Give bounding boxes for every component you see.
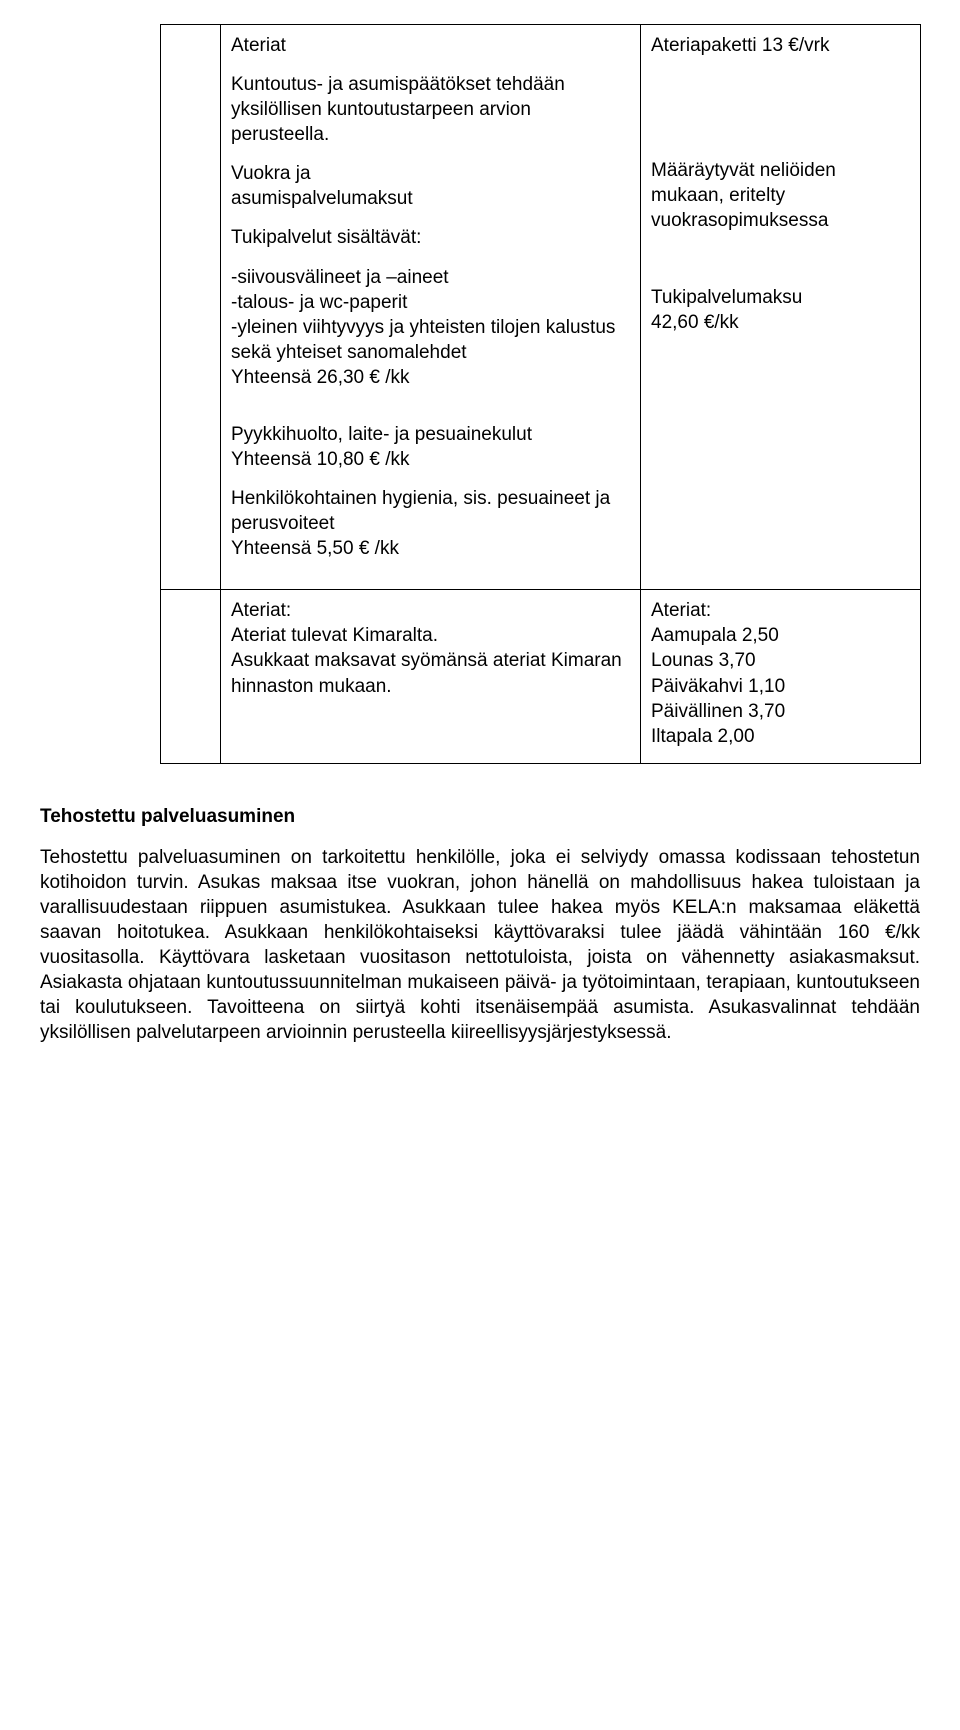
paragraph: Henkilökohtainen hygienia, sis. pesuaine… <box>231 486 630 536</box>
meals-mid-cell: Ateriat: Ateriat tulevat Kimaralta. Asuk… <box>221 590 641 763</box>
page: Ateriat Kuntoutus- ja asumispäätökset te… <box>0 0 960 1106</box>
paragraph: Tukipalvelut sisältävät: <box>231 225 630 250</box>
ateriat-heading: Ateriat: <box>651 598 910 623</box>
paragraph: Pyykkihuolto, laite- ja pesuainekulut <box>231 422 630 447</box>
paragraph: Määräytyvät neliöiden mukaan, eritelty v… <box>651 158 910 233</box>
total-line: Yhteensä 5,50 € /kk <box>231 536 630 561</box>
price-line: Tukipalvelumaksu <box>651 285 910 310</box>
total-line: Yhteensä 10,80 € /kk <box>231 447 630 472</box>
table-row: Ateriat Kuntoutus- ja asumispäätökset te… <box>161 25 921 590</box>
empty-cell <box>161 590 221 763</box>
paragraph: Ateriat tulevat Kimaralta. <box>231 623 630 648</box>
list-item: -siivousvälineet ja –aineet <box>231 265 630 290</box>
ateriat-label: Ateriat <box>231 33 630 58</box>
total-line: Yhteensä 26,30 € /kk <box>231 365 630 390</box>
price-line: Lounas 3,70 <box>651 648 910 673</box>
services-right-cell: Ateriapaketti 13 €/vrk Määräytyvät neliö… <box>641 25 921 590</box>
paragraph: Asukkaat maksavat syömänsä ateriat Kimar… <box>231 648 630 698</box>
price-line: Päivällinen 3,70 <box>651 699 910 724</box>
services-table: Ateriat Kuntoutus- ja asumispäätökset te… <box>160 24 921 764</box>
price-line: Ateriapaketti 13 €/vrk <box>651 33 910 58</box>
paragraph: Kuntoutus- ja asumispäätökset tehdään yk… <box>231 72 630 147</box>
table-row: Ateriat: Ateriat tulevat Kimaralta. Asuk… <box>161 590 921 763</box>
ateriat-heading: Ateriat: <box>231 598 630 623</box>
price-line: Aamupala 2,50 <box>651 623 910 648</box>
paragraph: Vuokra ja <box>231 161 630 186</box>
price-line: 42,60 €/kk <box>651 310 910 335</box>
list-item: -yleinen viihtyvyys ja yhteisten tilojen… <box>231 315 630 365</box>
empty-cell <box>161 25 221 590</box>
section-heading: Tehostettu palveluasuminen <box>40 804 920 829</box>
paragraph: Tehostettu palveluasuminen on tarkoitett… <box>40 845 920 1046</box>
body-paragraph: Tehostettu palveluasuminen on tarkoitett… <box>40 845 920 1046</box>
paragraph: asumispalvelumaksut <box>231 186 630 211</box>
meals-right-cell: Ateriat: Aamupala 2,50 Lounas 3,70 Päivä… <box>641 590 921 763</box>
services-mid-cell: Ateriat Kuntoutus- ja asumispäätökset te… <box>221 25 641 590</box>
price-line: Päiväkahvi 1,10 <box>651 674 910 699</box>
list-item: -talous- ja wc-paperit <box>231 290 630 315</box>
price-line: Iltapala 2,00 <box>651 724 910 749</box>
